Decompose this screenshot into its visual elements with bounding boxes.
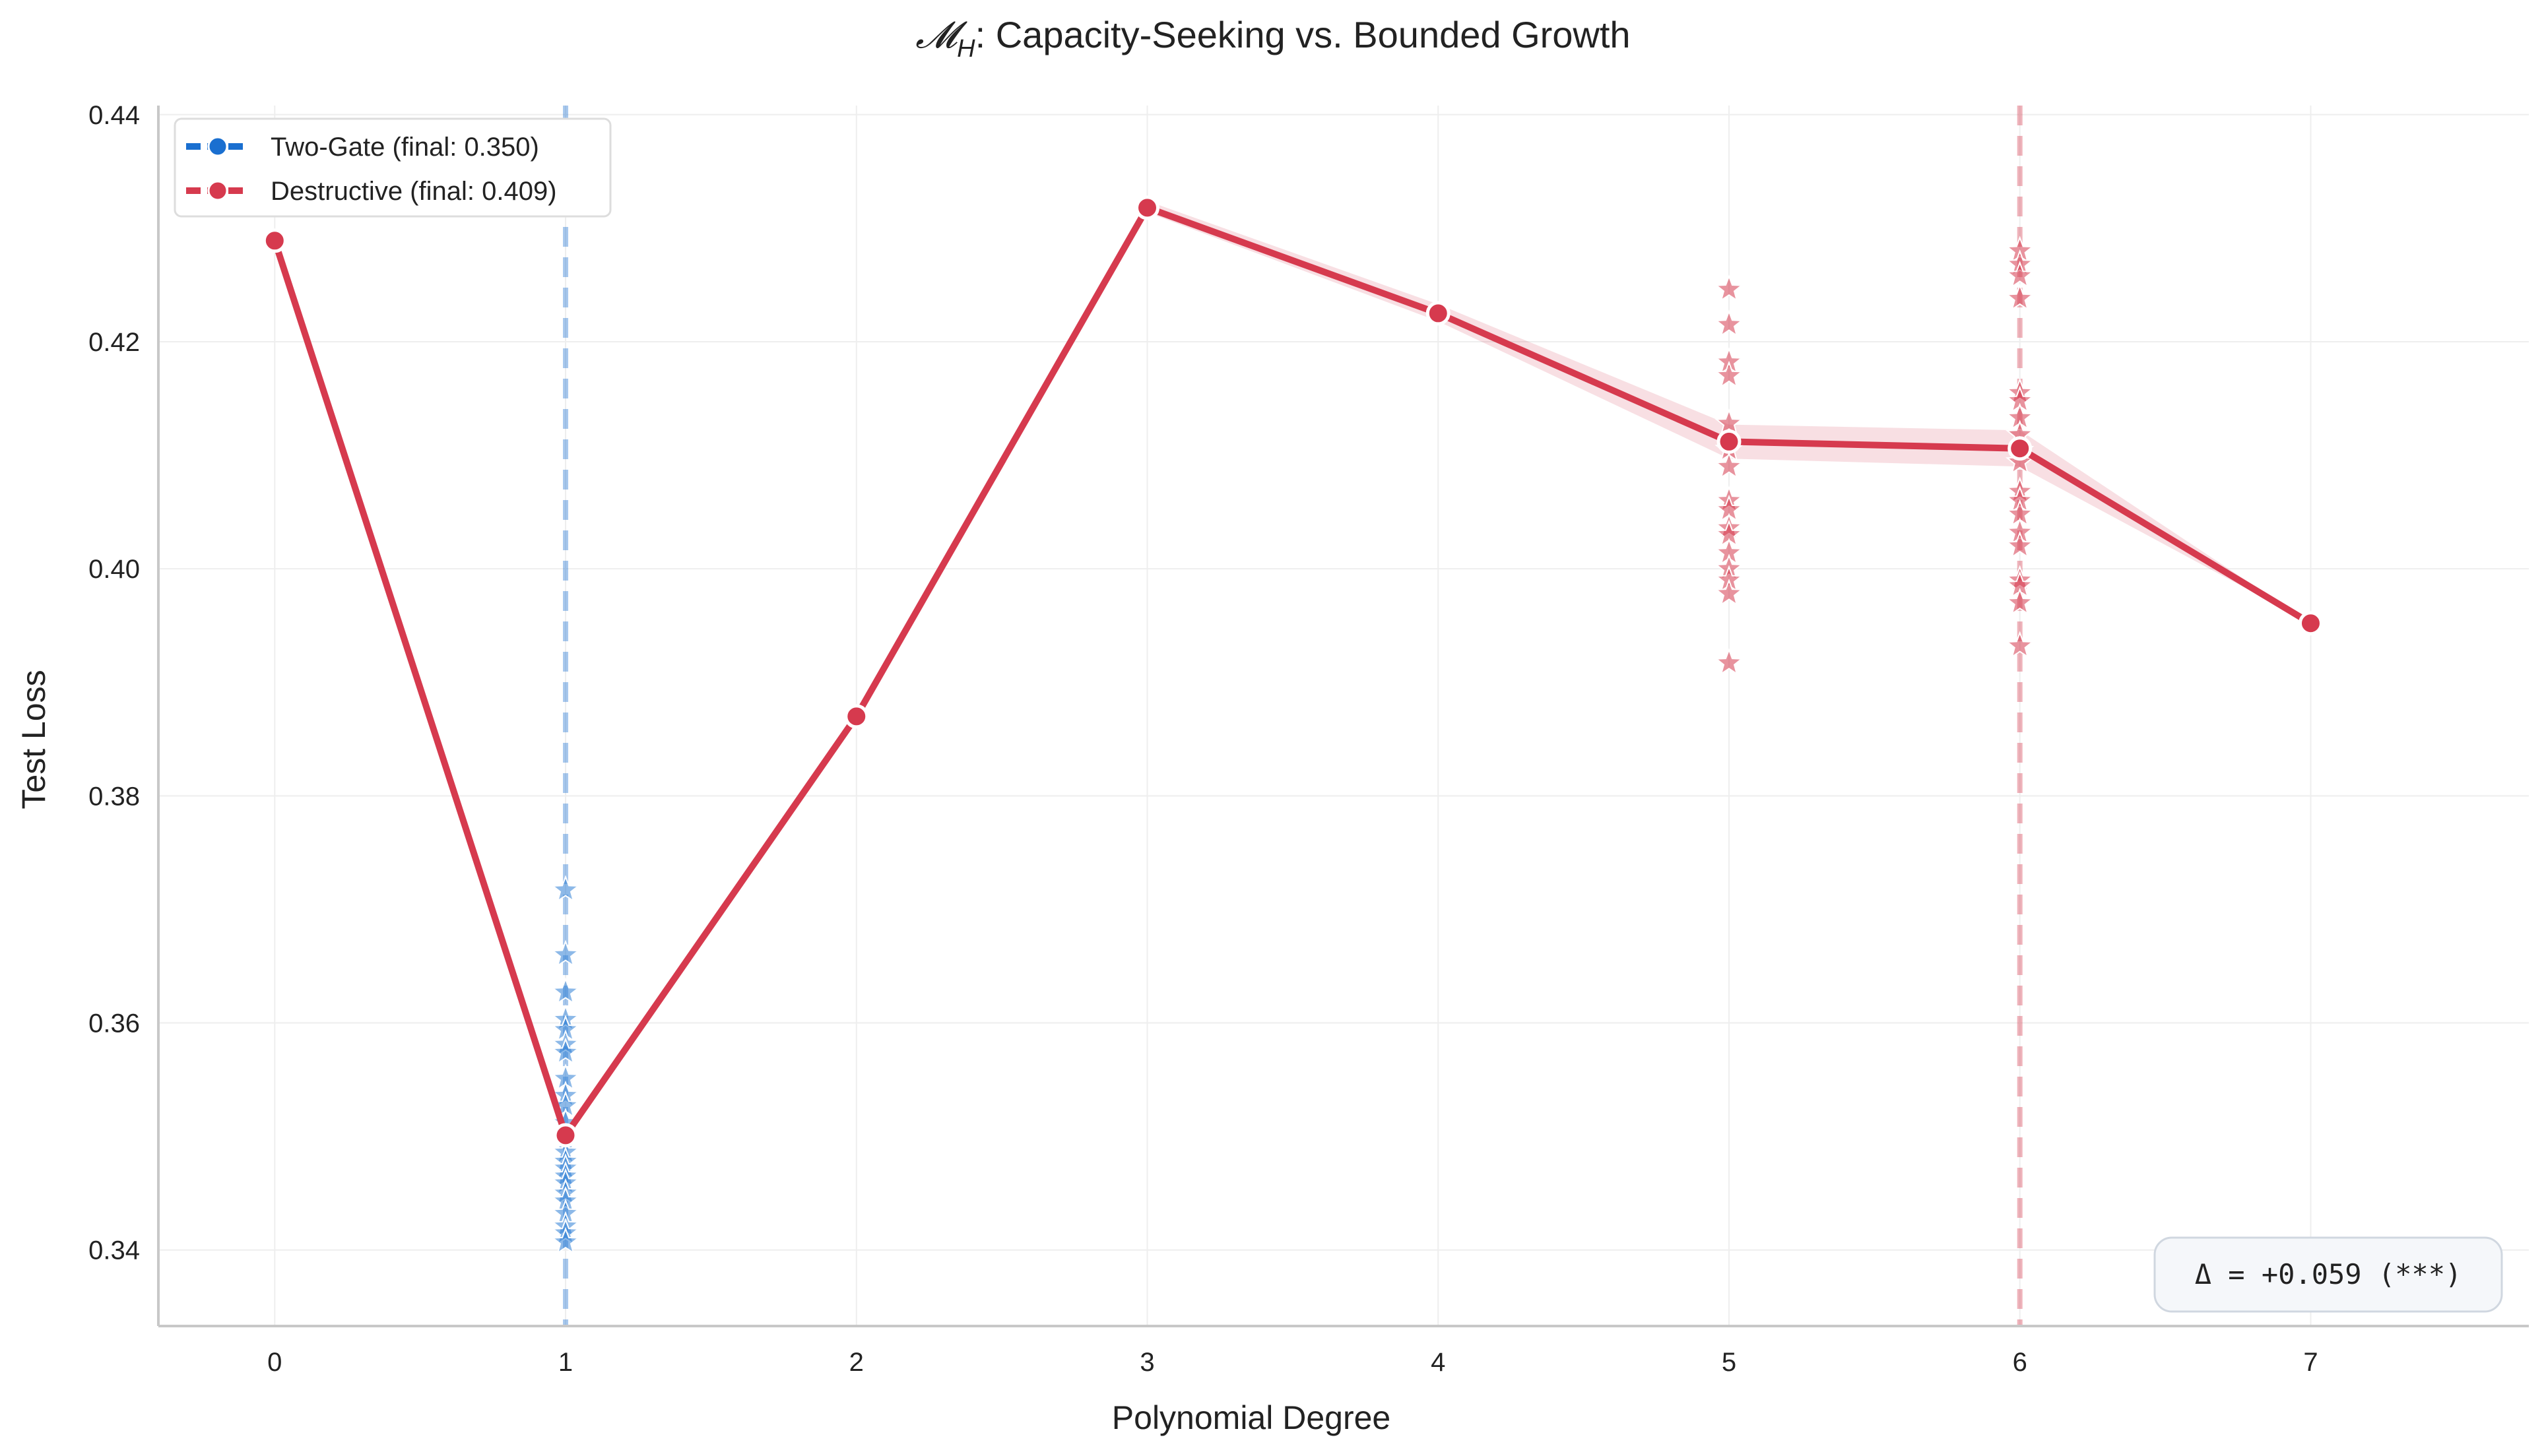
scatter-star-2-14 bbox=[2005, 530, 2035, 559]
legend: Two-Gate (final: 0.350) Destructive (fina… bbox=[174, 117, 612, 218]
scatter-star-1-6 bbox=[1714, 451, 1744, 479]
series-line-0 bbox=[271, 204, 2314, 1139]
title-rest: : Capacity-Seeking vs. Bounded Growth bbox=[975, 14, 1631, 55]
grid bbox=[158, 106, 2529, 1326]
data-point-0-4 bbox=[1425, 301, 1451, 326]
legend-box bbox=[174, 117, 612, 218]
data-point-0-7 bbox=[2298, 611, 2323, 636]
tick-labels: 0 1 2 3 4 5 6 7 0.34 0.36 0.38 0.40 0.42 0.44 bbox=[88, 101, 2318, 1377]
chart-title: 𝓜H: Capacity-Seeking vs. Bounded Growth bbox=[915, 14, 1630, 63]
x-tick-label-5: 5 bbox=[1722, 1348, 1736, 1377]
title-subscript: H bbox=[957, 35, 975, 63]
scatter-star-1-15 bbox=[1714, 648, 1744, 676]
data-point-0-2 bbox=[844, 704, 869, 729]
data-point-0-1 bbox=[553, 1123, 578, 1148]
delta-annotation: Δ = +0.059 (***) bbox=[2153, 1236, 2503, 1313]
scatter-star-2-18 bbox=[2005, 631, 2035, 658]
scatter-star-2-17 bbox=[2005, 587, 2035, 616]
confidence-band-0 bbox=[275, 201, 2311, 1135]
legend-label-1: Destructive (final: 0.409) bbox=[271, 177, 557, 206]
delta-annotation-text: Δ = +0.059 (***) bbox=[2195, 1258, 2462, 1290]
data-point-0-5 bbox=[1716, 429, 1742, 454]
scatter-star-1-4 bbox=[1714, 408, 1744, 436]
scatter-star-0-1 bbox=[551, 939, 580, 967]
scatter-star-1-0 bbox=[1714, 274, 1744, 302]
scatter-star-0-6 bbox=[551, 1037, 580, 1065]
x-tick-label-3: 3 bbox=[1140, 1348, 1154, 1377]
data-point-0-0 bbox=[262, 228, 287, 253]
scatter-star-0-2 bbox=[551, 977, 580, 1005]
y-tick-label-2: 0.38 bbox=[88, 782, 140, 811]
axes bbox=[157, 106, 2529, 1327]
y-tick-label-3: 0.40 bbox=[88, 555, 140, 584]
y-axis-label: Test Loss bbox=[15, 670, 52, 809]
x-tick-label-1: 1 bbox=[558, 1348, 573, 1377]
legend-swatch-marker-1 bbox=[207, 180, 228, 201]
x-tick-label-7: 7 bbox=[2303, 1348, 2318, 1377]
y-tick-label-5: 0.44 bbox=[88, 101, 140, 130]
scatter-star-1-14 bbox=[1714, 579, 1744, 606]
data-point-0-6 bbox=[2007, 436, 2033, 461]
scatter-star-1-3 bbox=[1714, 360, 1744, 389]
delta-annotation-box bbox=[2153, 1236, 2503, 1313]
x-tick-label-6: 6 bbox=[2013, 1348, 2027, 1377]
x-tick-label-2: 2 bbox=[849, 1348, 864, 1377]
data-point-0-3 bbox=[1135, 195, 1160, 220]
scatter-star-1-1 bbox=[1714, 309, 1744, 337]
y-tick-label-4: 0.42 bbox=[88, 328, 140, 357]
x-axis-label: Polynomial Degree bbox=[1112, 1399, 1390, 1436]
scatter-star-0-22 bbox=[551, 1226, 580, 1255]
reference-lines bbox=[563, 106, 2023, 1326]
series-lines bbox=[262, 195, 2323, 1148]
scatter-star-2-3 bbox=[2005, 283, 2035, 311]
confidence-bands bbox=[275, 201, 2311, 1135]
legend-label-0: Two-Gate (final: 0.350) bbox=[271, 133, 539, 162]
y-tick-label-1: 0.36 bbox=[88, 1009, 140, 1038]
scatter-points bbox=[551, 236, 2035, 1255]
y-tick-label-0: 0.34 bbox=[88, 1236, 140, 1265]
x-tick-label-4: 4 bbox=[1431, 1348, 1445, 1377]
x-tick-label-0: 0 bbox=[267, 1348, 282, 1377]
scatter-star-0-0 bbox=[551, 875, 580, 902]
legend-swatch-marker-0 bbox=[207, 136, 228, 157]
scatter-star-2-2 bbox=[2005, 261, 2035, 288]
